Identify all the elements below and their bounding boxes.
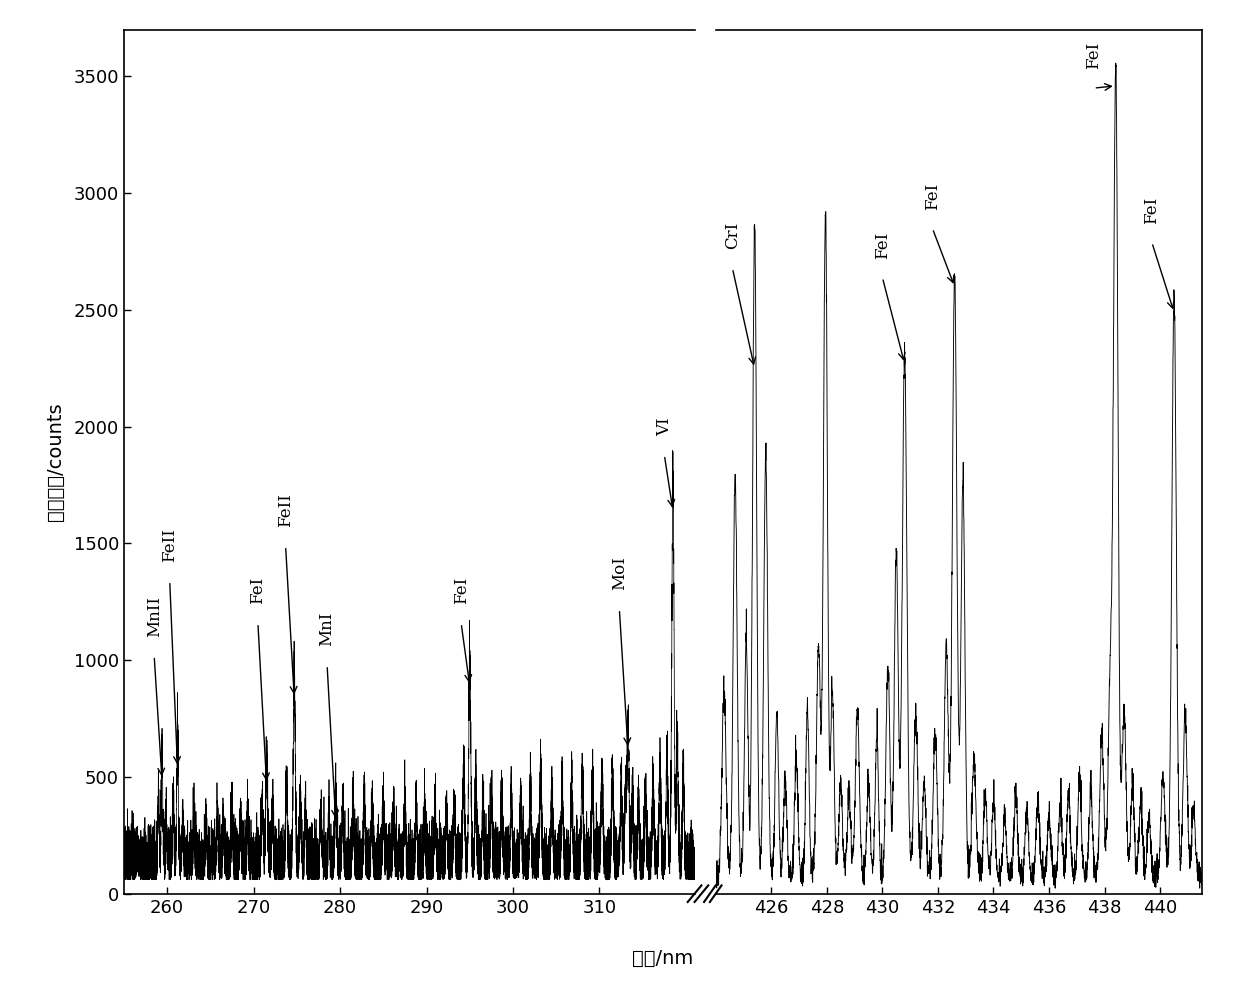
Text: MnII: MnII: [146, 596, 162, 637]
Text: FeII: FeII: [278, 494, 294, 527]
Text: MoI: MoI: [611, 556, 628, 590]
Text: FeI: FeI: [1085, 43, 1101, 70]
Text: 波长/nm: 波长/nm: [632, 948, 694, 968]
Text: FeI: FeI: [452, 577, 470, 604]
Text: FeI: FeI: [873, 231, 891, 258]
Text: FeI: FeI: [1144, 197, 1161, 223]
Text: CrI: CrI: [724, 222, 741, 249]
Text: FeII: FeII: [161, 528, 178, 562]
Text: VI: VI: [655, 417, 673, 436]
Text: MnI: MnI: [318, 612, 336, 646]
Text: FeI: FeI: [249, 577, 266, 604]
Y-axis label: 谱线强度/counts: 谱线强度/counts: [46, 402, 66, 521]
Text: FeI: FeI: [924, 183, 940, 210]
